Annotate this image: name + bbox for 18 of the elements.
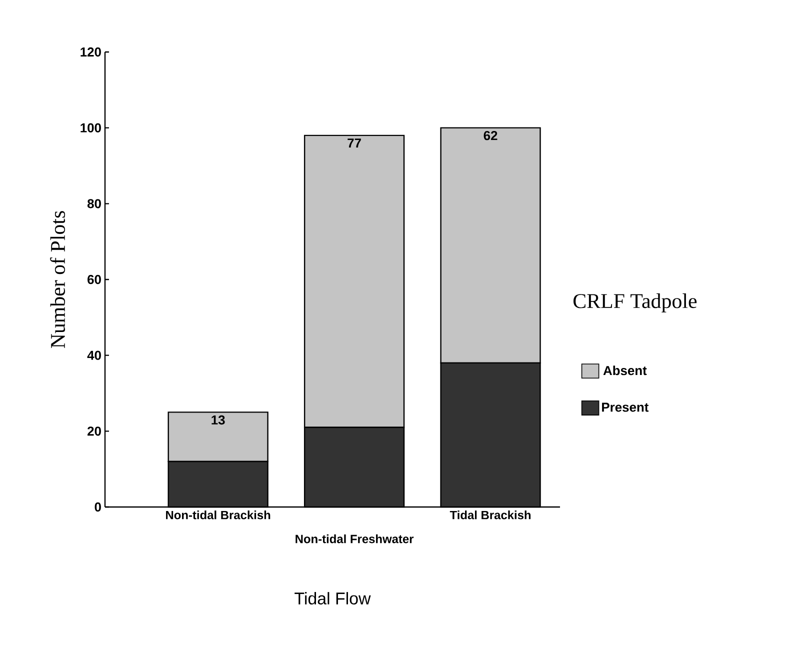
x-tick-label: Tidal Brackish	[450, 510, 531, 520]
x-tick-label: Non-tidal Freshwater	[296, 534, 414, 544]
y-tick-label: 0	[94, 502, 101, 512]
y-tick-label: 20	[88, 426, 101, 436]
y-tick-label: 60	[88, 274, 101, 284]
legend-label: Absent	[603, 366, 647, 376]
data-label: 77	[348, 138, 361, 148]
y-tick-label: 40	[87, 350, 101, 360]
data-label: 62	[484, 131, 498, 140]
y-tick-label: 100	[80, 123, 101, 132]
x-tick-label: Non-tidal Brackish	[166, 510, 270, 520]
data-label: 13	[212, 415, 225, 425]
legend-label: Present	[602, 402, 649, 412]
y-tick-label: 120	[80, 47, 101, 57]
y-axis-title: Number of Plots	[50, 211, 66, 348]
legend-title: CRLF Tadpole	[573, 293, 697, 312]
x-axis-title: Tidal Flow	[294, 592, 371, 604]
y-tick-label: 80	[87, 199, 101, 208]
